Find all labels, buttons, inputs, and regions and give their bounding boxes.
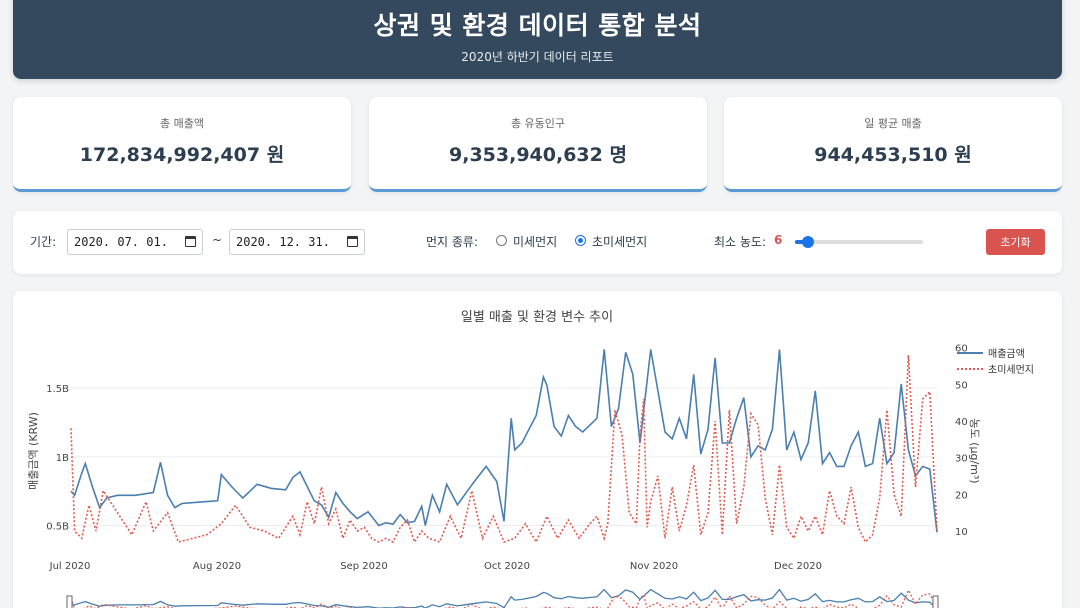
- rangeslider-handle-left: [66, 595, 73, 608]
- x-tick-label: Nov 2020: [630, 561, 678, 572]
- kpi-label: 총 유동인구: [510, 117, 566, 130]
- page-header: 상권 및 환경 데이터 통합 분석 2020년 하반기 데이터 리포트: [13, 0, 1062, 79]
- y2-tick-label: 30: [955, 454, 968, 465]
- end-date-value: 2020. 12. 31.: [236, 235, 330, 249]
- chart-panel: 일별 매출 및 환경 변수 추이 0.5B 1B 1.5B 10 20 30 40 50 60 Ju…: [13, 291, 1062, 608]
- kpi-card-total-sales: 총 매출액 172,834,992,407 원: [13, 97, 351, 192]
- y2-axis-title: 농도 (µg/m³): [968, 418, 981, 483]
- date-separator: ~: [212, 233, 223, 247]
- end-date-input[interactable]: 2020. 12. 31.: [229, 229, 365, 255]
- slider-fill: [795, 240, 808, 244]
- calendar-icon[interactable]: [185, 236, 196, 247]
- legend-label: 매출금액: [988, 348, 1025, 360]
- chart-title: 일별 매출 및 환경 변수 추이: [461, 310, 613, 325]
- y-tick-label: 0.5B: [46, 522, 69, 533]
- kpi-value: 172,834,992,407 원: [79, 144, 285, 166]
- radio-pm10[interactable]: [496, 235, 507, 246]
- radio-pm10-label[interactable]: 미세먼지: [513, 235, 558, 249]
- kpi-value: 944,453,510 원: [814, 144, 972, 166]
- page-subtitle: 2020년 하반기 데이터 리포트: [461, 50, 614, 64]
- dust-type-label: 먼지 종류:: [426, 235, 479, 249]
- x-tick-label: Dec 2020: [774, 561, 822, 572]
- kpi-label: 일 평균 매출: [864, 117, 922, 130]
- kpi-card-daily-average: 일 평균 매출 944,453,510 원: [724, 97, 1062, 192]
- y-tick-label: 1B: [56, 453, 69, 464]
- radio-pm25[interactable]: [575, 235, 586, 246]
- series-line-sales: [70, 349, 938, 533]
- rangeslider-line: [70, 588, 938, 608]
- x-tick-label: Jul 2020: [49, 561, 91, 572]
- y2-tick-label: 10: [955, 527, 968, 538]
- period-label: 기간:: [30, 235, 57, 249]
- y-axis-title: 매출금액 (KRW): [27, 412, 40, 490]
- reset-button[interactable]: 초기화: [986, 229, 1045, 255]
- y2-tick-label: 40: [955, 417, 968, 428]
- filter-bar: 기간: 2020. 07. 01. ~ 2020. 12. 31. 먼지 종류:…: [13, 211, 1062, 274]
- min-concentration-slider[interactable]: [795, 236, 923, 248]
- timeseries-chart[interactable]: 일별 매출 및 환경 변수 추이 0.5B 1B 1.5B 10 20 30 40 50 60 Ju…: [13, 291, 1062, 608]
- kpi-value: 9,353,940,632 명: [449, 144, 627, 166]
- y2-tick-label: 60: [955, 344, 968, 355]
- kpi-label: 총 매출액: [160, 117, 204, 130]
- min-concentration-value: 6: [774, 233, 783, 247]
- slider-thumb[interactable]: [801, 236, 814, 248]
- x-tick-label: Sep 2020: [340, 561, 387, 572]
- start-date-value: 2020. 07. 01.: [74, 235, 168, 249]
- calendar-icon[interactable]: [347, 236, 358, 247]
- legend-label: 초미세먼지: [988, 364, 1034, 376]
- x-tick-label: Aug 2020: [193, 561, 241, 572]
- x-tick-label: Oct 2020: [484, 561, 530, 572]
- y2-tick-label: 50: [955, 380, 968, 391]
- page-title: 상권 및 환경 데이터 통합 분석: [373, 11, 702, 40]
- kpi-card-total-traffic: 총 유동인구 9,353,940,632 명: [369, 97, 707, 192]
- rangeslider-handle-right: [932, 595, 939, 608]
- y2-tick-label: 20: [955, 490, 968, 501]
- y-tick-label: 1.5B: [46, 384, 69, 395]
- series-line-pm25: [70, 354, 938, 544]
- min-concentration-label: 최소 농도:: [714, 235, 767, 249]
- radio-pm25-label[interactable]: 초미세먼지: [592, 235, 648, 249]
- start-date-input[interactable]: 2020. 07. 01.: [67, 229, 203, 255]
